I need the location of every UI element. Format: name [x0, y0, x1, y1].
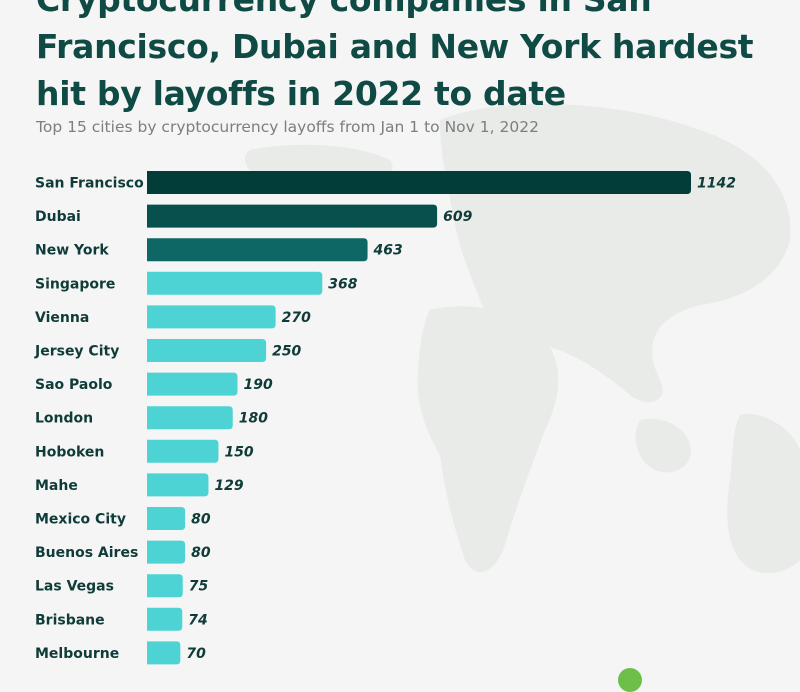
category-label: Dubai [35, 209, 81, 225]
logo-icon [618, 668, 642, 692]
value-label: 80 [191, 512, 211, 528]
bar [147, 607, 183, 631]
category-label: Sao Paolo [35, 377, 113, 393]
bar [147, 238, 368, 262]
value-label: 74 [188, 612, 207, 628]
bar [147, 439, 219, 463]
bar [147, 473, 209, 497]
bar [147, 204, 438, 228]
value-label: 180 [239, 411, 268, 427]
category-label: Melbourne [35, 646, 119, 662]
category-label: Brisbane [35, 612, 105, 628]
bar [147, 641, 181, 665]
value-label: 190 [244, 377, 273, 393]
bar [147, 372, 238, 396]
category-label: Mexico City [35, 512, 126, 528]
category-label: London [35, 411, 93, 427]
category-label: Singapore [35, 276, 115, 292]
category-label: New York [35, 243, 109, 259]
bar [147, 507, 186, 530]
category-label: Jersey City [34, 344, 119, 360]
bar [147, 540, 186, 564]
value-label: 75 [189, 579, 209, 595]
value-label: 150 [224, 444, 253, 460]
category-label: Mahe [35, 478, 78, 494]
bar [147, 406, 233, 430]
value-label: 70 [186, 646, 206, 662]
value-label: 1142 [697, 176, 736, 192]
value-label: 463 [373, 243, 403, 259]
value-label: 129 [214, 478, 243, 494]
bar [147, 339, 267, 362]
bar-chart: San Francisco 1142 Dubai 609 New York 463 Sing… [34, 171, 736, 665]
chart-title: Cryptocurrency companies in San Francisc… [36, 0, 754, 113]
bar [147, 171, 691, 194]
category-label: Las Vegas [35, 579, 114, 595]
bar [147, 305, 276, 329]
category-label: San Francisco [35, 176, 144, 192]
bar [147, 271, 323, 295]
value-label: 80 [191, 545, 211, 561]
value-label: 270 [282, 310, 311, 326]
bar [147, 574, 183, 598]
value-label: 368 [328, 276, 357, 292]
category-label: Buenos Aires [35, 545, 138, 561]
value-label: 250 [272, 344, 301, 360]
value-label: 609 [443, 209, 472, 225]
category-label: Vienna [35, 310, 89, 326]
category-label: Hoboken [35, 444, 104, 460]
chart-subtitle: Top 15 cities by cryptocurrency layoffs … [36, 118, 539, 136]
